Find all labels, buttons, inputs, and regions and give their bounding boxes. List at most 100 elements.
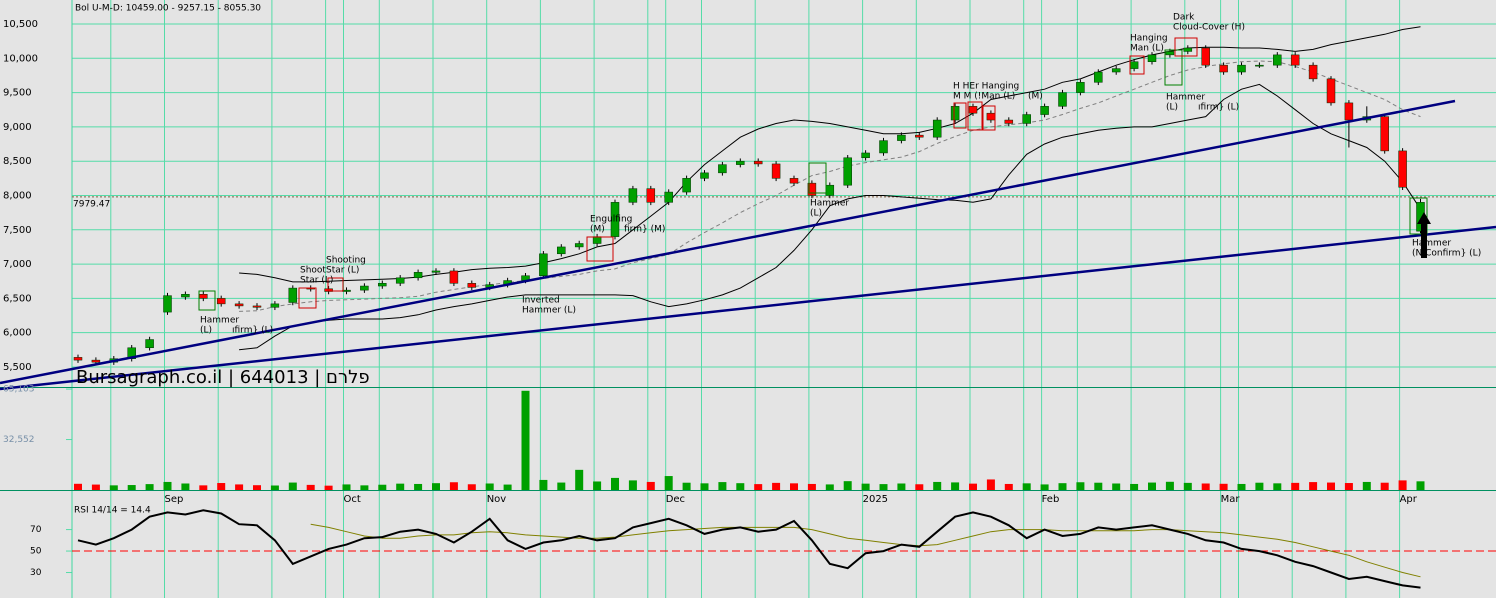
candle-body: [968, 106, 978, 114]
candle-body: [1004, 119, 1014, 124]
volume-bar: [951, 482, 960, 490]
volume-bar: [217, 483, 226, 490]
pattern-annotation: Hanging: [1130, 34, 1168, 44]
pattern-annotation: (M): [590, 225, 605, 235]
candle-body: [1326, 78, 1336, 104]
candle-body: [431, 270, 441, 273]
candle-body: [1344, 102, 1354, 121]
candle-body: [413, 272, 423, 279]
pattern-annotation: (L): [200, 326, 212, 336]
y-tick-label: 10,500: [3, 19, 38, 30]
volume-bar: [557, 482, 566, 490]
trend-line: [0, 99, 1456, 385]
volume-bar: [879, 484, 888, 490]
pattern-annotation: ıfirm} (L): [232, 326, 273, 336]
candle-body: [360, 285, 369, 291]
volume-bar: [807, 483, 816, 490]
y-tick-label: 8,000: [3, 190, 32, 201]
volume-bar: [1327, 482, 1335, 490]
volume-bar: [360, 485, 369, 490]
volume-bar: [503, 484, 512, 490]
candle-body: [1094, 71, 1103, 83]
volume-bar: [1362, 481, 1371, 490]
volume-bar: [682, 482, 691, 490]
volume-bar: [861, 483, 870, 490]
volume-bar: [628, 480, 637, 490]
candle-body: [592, 236, 602, 244]
candle-body: [628, 188, 638, 203]
volume-bar: [915, 484, 924, 490]
y-tick-label: 8,500: [3, 156, 32, 167]
pattern-box: [1164, 49, 1183, 86]
candle-body: [467, 283, 477, 288]
volume-bar: [1058, 483, 1067, 490]
volume-bar: [1165, 481, 1174, 490]
candle-body: [861, 152, 870, 159]
pattern-annotation: Shooting: [326, 256, 366, 266]
candle-body: [288, 287, 298, 303]
pattern-decorations: [0, 37, 1496, 391]
candle-body: [1237, 64, 1246, 73]
labels: Bol U-M-D: 10459.00 - 9257.15 - 8055.30 …: [3, 4, 1481, 579]
volume-bar: [1291, 482, 1300, 490]
volume-bar: [181, 483, 190, 490]
candle-body: [610, 202, 620, 237]
volume-bar: [127, 485, 136, 490]
volume-bar: [664, 476, 673, 490]
y-tick-label: 10,000: [3, 53, 38, 64]
volume-bar: [986, 479, 995, 490]
candle-body: [646, 188, 656, 203]
candle-body: [736, 160, 745, 165]
pattern-boxes-green: [198, 49, 1428, 311]
volume-bar: [163, 481, 172, 490]
volume-bar: [324, 485, 333, 490]
volume-bar: [145, 484, 154, 490]
volume-bar: [1183, 482, 1192, 490]
x-tick-label: Apr: [1400, 494, 1418, 505]
pattern-annotation: Hammer (L): [522, 306, 576, 316]
volume-bar: [1040, 484, 1049, 490]
y-tick-label: 7,500: [3, 225, 32, 236]
volume-bar: [754, 484, 763, 490]
volume-bar: [485, 483, 494, 490]
candle-body: [700, 172, 709, 179]
volume-bar: [1076, 482, 1085, 490]
candle-body: [843, 157, 852, 186]
pattern-annotation: Shoot: [300, 266, 326, 276]
pattern-annotation: Inverted: [522, 296, 560, 306]
plot: [72, 26, 1496, 589]
volume-bar: [718, 482, 727, 490]
volume-bar: [109, 485, 118, 490]
volume-bar: [1148, 482, 1156, 490]
candle-body: [897, 134, 906, 141]
pattern-annotation: Hammer: [1166, 93, 1205, 103]
y-tick-label: 30: [30, 568, 42, 578]
bollinger-lower: [239, 83, 1421, 351]
rsi-line: [77, 509, 1421, 589]
candle-body: [216, 298, 226, 305]
y-tick-label: 32,552: [3, 435, 35, 445]
candle-body: [1219, 64, 1228, 73]
candle-body: [342, 289, 351, 292]
candle-body: [1147, 54, 1157, 62]
pattern-annotation: H HEr Hanging: [953, 82, 1019, 92]
candle-body: [557, 246, 566, 255]
pattern-box: [1409, 197, 1428, 235]
candle-body: [449, 270, 459, 284]
x-tick-label: Mar: [1221, 494, 1241, 505]
pattern-box: [982, 105, 996, 131]
volume-bar: [396, 483, 405, 490]
pattern-annotation: (M): [1028, 92, 1043, 102]
volume-bar: [736, 483, 745, 490]
candle-body: [1380, 116, 1389, 152]
rsi-line: [310, 523, 1421, 578]
arrow: [1417, 212, 1431, 258]
volume-bar: [1130, 483, 1139, 490]
candle-body: [682, 178, 691, 193]
candle-body: [879, 140, 888, 154]
pattern-annotation: Hammer: [200, 316, 239, 326]
candle-body: [1308, 64, 1318, 80]
pattern-annotation: Star (L): [326, 266, 359, 276]
